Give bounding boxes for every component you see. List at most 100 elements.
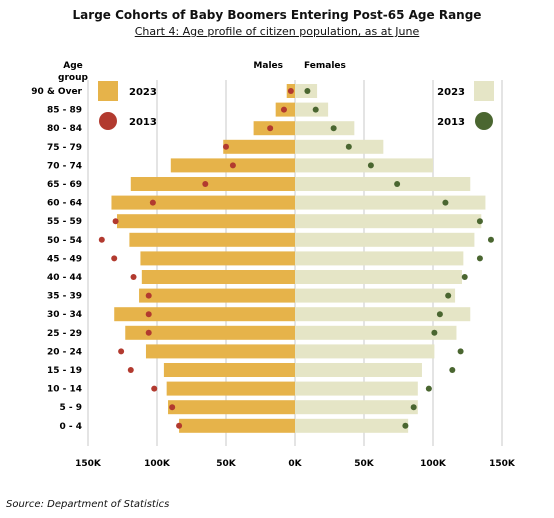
dot-female-2013 bbox=[461, 274, 468, 280]
bar-female-2023 bbox=[295, 325, 457, 340]
category-label: 5 - 9 bbox=[59, 403, 82, 413]
dot-female-2013 bbox=[476, 255, 483, 262]
category-label: 10 - 14 bbox=[47, 385, 82, 395]
category-label: 70 - 74 bbox=[47, 161, 82, 171]
dot-female-2013 bbox=[367, 162, 374, 169]
females-header: Females bbox=[304, 61, 346, 71]
bar-male-2023 bbox=[140, 251, 295, 266]
dot-male-2013 bbox=[169, 404, 176, 411]
bar-female-2023 bbox=[295, 102, 329, 117]
dot-male-2013 bbox=[145, 329, 152, 336]
bar-male-2023 bbox=[253, 121, 295, 136]
bar-female-2023 bbox=[295, 195, 486, 210]
category-labels: 90 & Over 85 - 89 80 - 84 75 - 79 70 - 74 65 … bbox=[31, 87, 82, 432]
bar-male-2023 bbox=[141, 270, 295, 284]
legend-label-female-2013: 2013 bbox=[437, 117, 465, 128]
bar-male-2023 bbox=[163, 363, 295, 377]
dot-male-2013 bbox=[98, 236, 105, 243]
category-label: 60 - 64 bbox=[47, 199, 82, 209]
x-tick-label: 50K bbox=[216, 459, 237, 469]
bar-female-2023 bbox=[295, 270, 462, 284]
bar-male-2023 bbox=[223, 139, 295, 154]
bar-male-2023 bbox=[111, 195, 296, 210]
bar-female-2023 bbox=[295, 139, 384, 154]
x-tick-label: 100K bbox=[144, 459, 171, 469]
dot-male-2013 bbox=[202, 181, 209, 187]
chart-subtitle: Chart 4: Age profile of citizen populati… bbox=[134, 25, 420, 38]
category-label: 85 - 89 bbox=[47, 106, 82, 116]
dot-female-2013 bbox=[425, 385, 432, 392]
category-label: 90 & Over bbox=[31, 87, 82, 97]
legend-males: 2023 2013 bbox=[98, 81, 157, 130]
bar-male-2023 bbox=[114, 307, 295, 322]
category-label: 35 - 39 bbox=[47, 292, 82, 302]
dot-female-2013 bbox=[304, 88, 311, 94]
dot-female-2013 bbox=[312, 106, 319, 113]
dot-female-2013 bbox=[442, 199, 449, 206]
bar-male-2023 bbox=[168, 400, 295, 415]
dot-female-2013 bbox=[402, 422, 409, 429]
legend-label-male-2023: 2023 bbox=[129, 87, 157, 98]
bar-female-2023 bbox=[295, 214, 482, 229]
category-label: 25 - 29 bbox=[47, 329, 82, 339]
bar-female-2023 bbox=[295, 288, 456, 303]
bar-male-2023 bbox=[139, 288, 295, 303]
bar-female-2023 bbox=[295, 158, 433, 173]
dot-male-2013 bbox=[223, 143, 229, 150]
bar-female-2023 bbox=[295, 307, 471, 322]
dot-female-2013 bbox=[330, 125, 337, 132]
legend-label-male-2013: 2013 bbox=[129, 117, 157, 128]
legend-dot-female-2013 bbox=[475, 112, 493, 130]
category-label: 65 - 69 bbox=[47, 180, 82, 190]
bar-female-2023 bbox=[295, 400, 418, 415]
category-label: 15 - 19 bbox=[47, 366, 82, 376]
category-label: 0 - 4 bbox=[59, 422, 82, 432]
x-tick-label: 50K bbox=[354, 459, 375, 469]
x-tick-label: 150K bbox=[489, 459, 516, 469]
dot-male-2013 bbox=[151, 385, 158, 392]
legend-swatch-male-2023 bbox=[98, 81, 118, 101]
y-axis-title-line1: Age bbox=[63, 61, 83, 71]
dot-female-2013 bbox=[476, 218, 483, 225]
dot-male-2013 bbox=[229, 162, 236, 169]
x-tick-label: 150K bbox=[75, 459, 102, 469]
category-label: 20 - 24 bbox=[47, 347, 82, 357]
legend-dot-male-2013 bbox=[99, 112, 117, 130]
bar-female-2023 bbox=[295, 232, 475, 247]
dot-male-2013 bbox=[149, 199, 156, 206]
dot-female-2013 bbox=[431, 329, 438, 336]
dot-female-2013 bbox=[394, 181, 401, 187]
dot-male-2013 bbox=[267, 125, 274, 132]
dot-male-2013 bbox=[176, 422, 183, 429]
category-label: 50 - 54 bbox=[47, 236, 82, 246]
dot-male-2013 bbox=[287, 88, 294, 94]
dot-female-2013 bbox=[345, 143, 352, 150]
bar-male-2023 bbox=[179, 418, 295, 433]
bar-female-2023 bbox=[295, 121, 355, 136]
bar-male-2023 bbox=[116, 214, 295, 229]
x-tick-label: 100K bbox=[420, 459, 447, 469]
dot-male-2013 bbox=[280, 106, 287, 113]
bar-male-2023 bbox=[130, 177, 295, 191]
bar-female-2023 bbox=[295, 363, 422, 377]
chart-title: Large Cohorts of Baby Boomers Entering P… bbox=[72, 8, 482, 22]
bar-male-2023 bbox=[166, 381, 295, 396]
dot-male-2013 bbox=[130, 274, 137, 280]
bar-male-2023 bbox=[129, 232, 295, 247]
category-label: 80 - 84 bbox=[47, 124, 82, 134]
source-note: Source: Department of Statistics bbox=[6, 499, 170, 510]
bar-male-2023 bbox=[125, 325, 295, 340]
dot-female-2013 bbox=[449, 367, 456, 373]
bar-female-2023 bbox=[295, 381, 418, 396]
dot-female-2013 bbox=[487, 236, 494, 243]
dot-female-2013 bbox=[436, 311, 443, 318]
dot-male-2013 bbox=[145, 311, 152, 318]
dot-male-2013 bbox=[112, 218, 119, 225]
category-label: 45 - 49 bbox=[47, 254, 82, 264]
bar-female-2023 bbox=[295, 418, 409, 433]
dot-male-2013 bbox=[111, 255, 118, 262]
legend-swatch-female-2023 bbox=[474, 81, 494, 101]
dot-male-2013 bbox=[145, 292, 152, 299]
bar-female-2023 bbox=[295, 344, 435, 359]
